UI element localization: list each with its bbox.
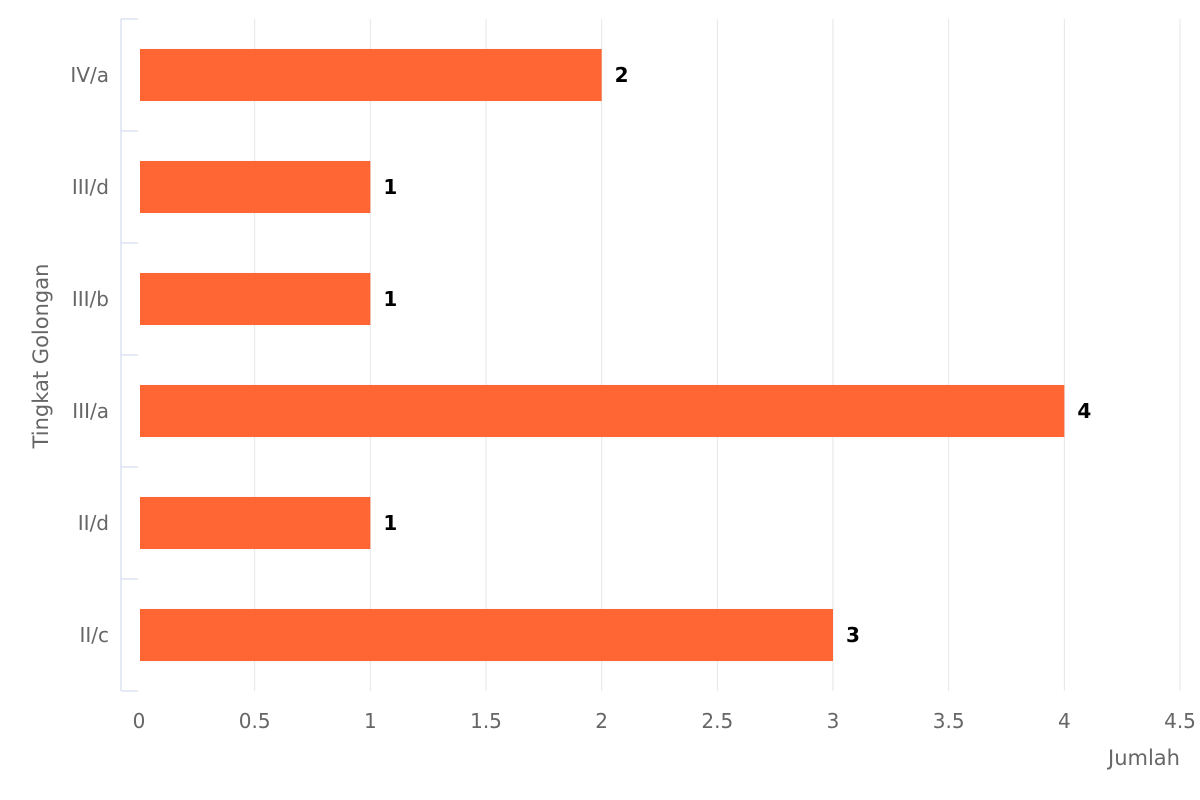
data-label: 4 [1077,399,1091,423]
y-tick-label: II/d [78,511,109,535]
x-tick-label: 2 [595,709,608,733]
y-tick-label: III/b [72,287,109,311]
bar [140,608,833,662]
data-label: 2 [615,63,629,87]
bar [140,272,371,326]
x-axis-title: Jumlah [1106,746,1180,770]
y-tick-label: III/d [72,175,109,199]
x-tick-label: 2.5 [701,709,733,733]
bars [140,48,1065,662]
x-tick-label: 0.5 [239,709,271,733]
x-tick-label: 3 [827,709,840,733]
bar [140,496,371,550]
y-tick-label: III/a [72,399,109,423]
data-label: 1 [383,287,397,311]
axes: 0 0.5 1 1.5 2 2.5 3 3.5 4 4.5 IV/a III/d III/b III/a I… [70,18,1196,733]
x-tick-label: 4 [1058,709,1071,733]
data-labels: 2 1 1 4 1 3 [383,63,1091,647]
bar [140,384,1065,438]
y-axis-title: Tingkat Golongan [29,264,53,450]
bar [140,48,602,102]
x-tick-label: 1 [364,709,377,733]
x-tick-label: 0 [133,709,146,733]
x-tick-label: 1.5 [470,709,502,733]
bar [140,160,371,214]
x-tick-label: 3.5 [933,709,965,733]
grid-lines [254,19,1181,691]
data-label: 3 [846,623,860,647]
y-tick-label: IV/a [70,63,109,87]
y-tick-label: II/c [79,623,109,647]
x-tick-label: 4.5 [1164,709,1196,733]
data-label: 1 [383,175,397,199]
data-label: 1 [383,511,397,535]
